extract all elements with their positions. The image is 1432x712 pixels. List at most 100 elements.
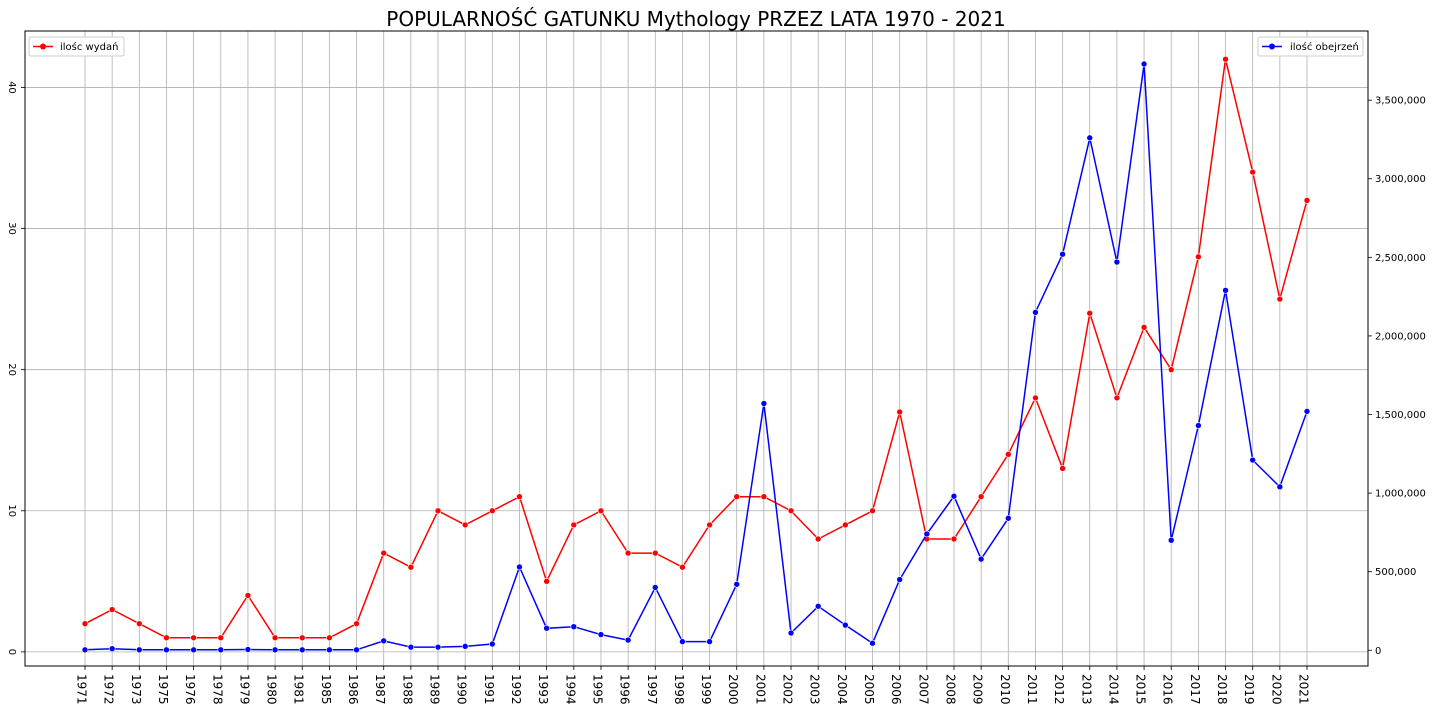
x-tick-label: 1973 <box>129 674 143 705</box>
data-point <box>707 522 713 528</box>
x-tick-label: 2019 <box>1242 674 1256 705</box>
data-point <box>354 621 360 627</box>
data-point <box>245 592 251 598</box>
grid <box>25 31 1368 666</box>
data-point <box>1141 61 1147 67</box>
data-point <box>679 639 685 645</box>
data-point <box>978 556 984 562</box>
data-point <box>815 603 821 609</box>
x-tick-label: 1981 <box>292 674 306 705</box>
plot-frame <box>25 31 1368 666</box>
data-point <box>598 632 604 638</box>
legend-left-marker <box>40 44 46 50</box>
data-point <box>571 624 577 630</box>
data-point <box>707 639 713 645</box>
data-point <box>842 522 848 528</box>
x-tick-label: 2020 <box>1269 674 1283 705</box>
data-point <box>1005 515 1011 521</box>
data-point <box>1005 451 1011 457</box>
data-point <box>272 647 278 653</box>
data-point <box>897 577 903 583</box>
x-tick-label: 1987 <box>373 674 387 705</box>
x-tick-label: 2015 <box>1134 674 1148 705</box>
data-point <box>897 409 903 415</box>
data-point <box>734 581 740 587</box>
x-tick-label: 1997 <box>645 674 659 705</box>
data-point <box>652 550 658 556</box>
data-point <box>734 494 740 500</box>
data-point <box>1223 56 1229 62</box>
data-point <box>191 647 197 653</box>
x-tick-label: 2012 <box>1052 674 1066 705</box>
legend-right-label: ilość obejrzeń <box>1290 41 1359 53</box>
y-right-tick-label: 3,500,000 <box>1375 96 1426 107</box>
x-tick-label: 2005 <box>862 674 876 705</box>
chart-title: POPULARNOŚĆ GATUNKU Mythology PRZEZ LATA… <box>386 7 1005 31</box>
data-point <box>951 493 957 499</box>
data-point <box>1114 259 1120 265</box>
data-point <box>1168 537 1174 543</box>
data-point <box>1141 324 1147 330</box>
y-axis-left: 0 10 20 30 40 <box>6 81 25 655</box>
data-point <box>109 646 115 652</box>
y-axis-right: 0 500,000 1,000,000 1,500,000 2,000,000 2,500… <box>1368 96 1426 657</box>
x-tick-label: 2010 <box>998 674 1012 705</box>
data-point <box>652 584 658 590</box>
data-point <box>870 640 876 646</box>
legend-right: ilość obejrzeń <box>1258 37 1363 56</box>
y-right-tick-label: 500,000 <box>1375 567 1416 578</box>
x-tick-label: 1989 <box>428 674 442 705</box>
x-tick-label: 2016 <box>1161 674 1175 705</box>
x-tick-label: 1990 <box>455 674 469 705</box>
y-left-tick-label: 40 <box>6 81 17 94</box>
data-point <box>625 550 631 556</box>
data-point <box>272 635 278 641</box>
data-point <box>408 564 414 570</box>
data-point <box>842 622 848 628</box>
data-point <box>870 508 876 514</box>
data-point <box>435 508 441 514</box>
data-point <box>381 550 387 556</box>
x-tick-label: 1996 <box>618 674 632 705</box>
data-point <box>82 647 88 653</box>
x-tick-label: 1975 <box>156 674 170 705</box>
x-tick-label: 2003 <box>808 674 822 705</box>
data-point <box>1250 169 1256 175</box>
data-point <box>1223 287 1229 293</box>
data-point <box>516 494 522 500</box>
y-left-tick-label: 20 <box>6 363 17 376</box>
data-point <box>1250 457 1256 463</box>
x-tick-label: 2008 <box>943 674 957 705</box>
x-tick-label: 1976 <box>183 674 197 705</box>
data-point <box>978 494 984 500</box>
x-tick-label: 2004 <box>835 674 849 705</box>
x-tick-label: 1980 <box>265 674 279 705</box>
data-point <box>951 536 957 542</box>
data-point <box>1304 197 1310 203</box>
data-point <box>761 494 767 500</box>
data-point <box>1195 423 1201 429</box>
x-tick-label: 1979 <box>237 674 251 705</box>
data-point <box>136 621 142 627</box>
series-line <box>85 59 1307 638</box>
data-point <box>1087 135 1093 141</box>
data-point <box>1087 310 1093 316</box>
data-point <box>544 625 550 631</box>
x-tick-label: 1998 <box>672 674 686 705</box>
data-point <box>136 647 142 653</box>
x-tick-label: 2018 <box>1215 674 1229 705</box>
y-right-tick-label: 0 <box>1375 646 1381 657</box>
x-tick-label: 1971 <box>75 674 89 705</box>
x-tick-label: 2017 <box>1188 674 1202 705</box>
data-point <box>1277 484 1283 490</box>
x-tick-label: 2000 <box>726 674 740 705</box>
y-right-tick-label: 1,500,000 <box>1375 410 1426 421</box>
x-tick-label: 1986 <box>346 674 360 705</box>
data-point <box>1195 254 1201 260</box>
data-point <box>1114 395 1120 401</box>
data-point <box>1032 395 1038 401</box>
data-point <box>462 522 468 528</box>
series-line <box>85 64 1307 650</box>
data-point <box>761 401 767 407</box>
